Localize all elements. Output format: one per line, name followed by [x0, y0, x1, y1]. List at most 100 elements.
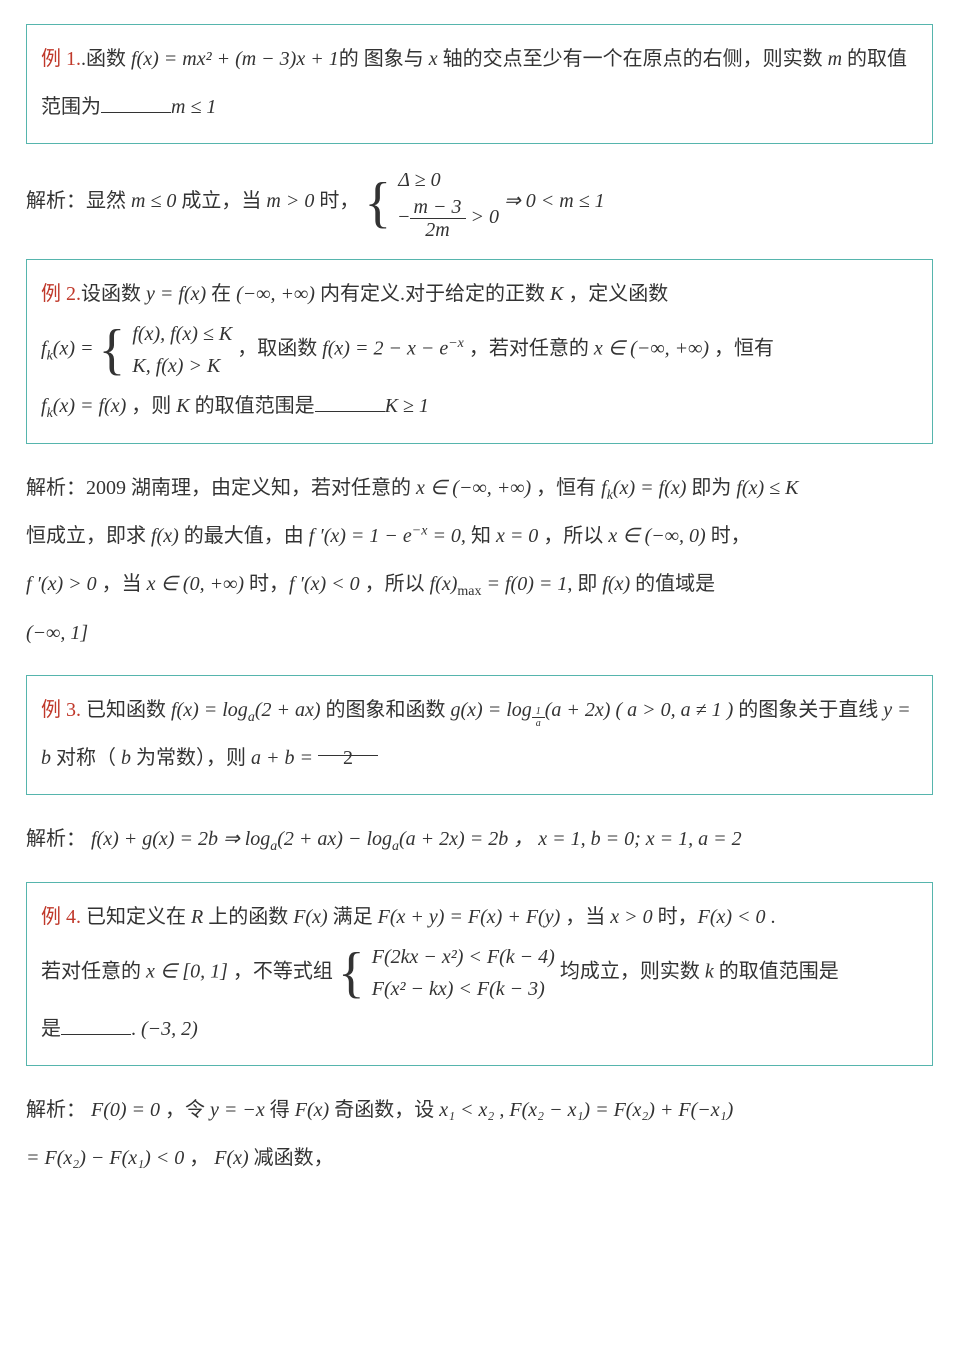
s2-l3k: 的值域是	[630, 573, 715, 595]
s2-l3f: ，所以	[360, 573, 430, 595]
ex4-x0: x > 0	[610, 906, 652, 928]
ex2-p3post: 的取值范围是	[190, 395, 315, 417]
example-3-box: 例 3. 已知函数 f(x) = loga(2 + ax) 的图象和函数 g(x…	[26, 675, 933, 796]
ex2-p1post: 内有定义.对于给定的正数	[315, 283, 550, 305]
s2-l2g: x = 0	[496, 525, 538, 547]
s2-l3b: ，当	[97, 573, 147, 595]
brace-icon: {	[364, 175, 391, 231]
ex2-p3mid: ，则	[126, 395, 176, 417]
ex3-post1: 的图象关于直线	[733, 699, 883, 721]
ex4-Fx: F(x)	[293, 906, 327, 928]
ex2-p1mid: 在	[206, 283, 236, 305]
ex3-gxnum: 1	[532, 706, 545, 717]
sol1-cases-body: Δ ≥ 0 −m − 32m > 0	[398, 164, 499, 241]
s2-l2d: f ′(x) = 1 − e	[309, 525, 412, 547]
ex4-p2a: 若对任意的	[41, 961, 146, 983]
sol1-c0: m ≤ 0	[131, 190, 176, 212]
ex4-line2: 若对任意的 x ∈ [0, 1] ，不等式组 { F(2kx − x²) < F…	[41, 941, 918, 1005]
s4-f: 奇函数，设	[329, 1099, 439, 1121]
ex4-p1c: 满足	[328, 906, 378, 928]
solution-3: 解析： f(x) + g(x) = 2b ⇒ loga(2 + ax) − lo…	[26, 815, 933, 864]
ex4-k: k	[705, 961, 714, 983]
ex3-fx: f(x) = log	[171, 699, 248, 721]
ex4-eq: F(x + y) = F(x) + F(y)	[378, 906, 561, 928]
s2-l1f: 即为	[686, 477, 736, 499]
ex4-answer: (−3, 2)	[136, 1018, 198, 1040]
ex4-cases: { F(2kx − x²) < F(k − 4) F(x² − kx) < F(…	[338, 941, 555, 1005]
sol1-c1: m > 0	[266, 190, 314, 212]
s2-l2h: ，所以	[538, 525, 608, 547]
s2-l1c: ，恒有	[531, 477, 601, 499]
ex2-line3: fk(x) = f(x) ，则 K 的取值范围是K ≥ 1	[41, 382, 918, 431]
ex2-line2: fk(x) = { f(x), f(x) ≤ K K, f(x) > K ，取函…	[41, 318, 918, 382]
ex4-p2c: 均成立，则实数	[555, 961, 705, 983]
ex4-R: R	[191, 906, 203, 928]
s2-l2dexp: −x	[412, 524, 428, 539]
ex2-c2: K, f(x) > K	[132, 350, 232, 382]
ex1-fx: f(x) = mx² + (m − 3)x + 1	[131, 48, 339, 70]
ex3-b: b	[121, 747, 131, 769]
s2-l2f: 知	[466, 525, 496, 547]
s3-eq1: f(x) + g(x) = 2b ⇒ log	[91, 828, 270, 850]
ex4-c2: F(x² − kx) < F(k − 3)	[372, 973, 555, 1005]
ex2-p2post: ，若对任意的	[464, 338, 594, 360]
sol1-t1: 成立，当	[176, 190, 266, 212]
ex2-dom2: x ∈ (−∞, +∞)	[594, 338, 709, 360]
ex2-line1: 例 2.设函数 y = f(x) 在 (−∞, +∞) 内有定义.对于给定的正数…	[41, 270, 918, 318]
s4-k: 减函数，	[249, 1147, 334, 1169]
ex1-post1: 轴的交点至少有一个在原点的右侧，则实数	[438, 48, 828, 70]
s3-sub2: a	[392, 839, 399, 854]
ex3-gx: g(x) = log	[451, 699, 532, 721]
s2-l3e: f ′(x) < 0	[289, 573, 360, 595]
sol1-rhs: > 0	[466, 206, 500, 228]
ex4-p2b: ，不等式组	[228, 961, 338, 983]
ex3-gxsub: 1a	[532, 710, 545, 725]
ex1-mid: 的 图象与	[339, 48, 429, 70]
s2-l3h: = f(0) = 1,	[482, 573, 573, 595]
ex4-line3: 是. (−3, 2)	[41, 1005, 918, 1053]
s2-l2c: 的最大值，由	[179, 525, 309, 547]
ex1-blank	[101, 91, 171, 113]
example-2-label: 例 2.	[41, 283, 81, 305]
sol1-t2: 时，	[314, 190, 359, 212]
ex4-line1: 例 4. 已知定义在 R 上的函数 F(x) 满足 F(x + y) = F(x…	[41, 893, 918, 941]
ex2-c1: f(x), f(x) ≤ K	[132, 318, 232, 350]
solution-1: 解析：显然 m ≤ 0 成立，当 m > 0 时， { Δ ≥ 0 −m − 3…	[26, 164, 933, 241]
ex2-p3K: K	[176, 395, 189, 417]
ex2-fk-arg: (x) =	[53, 338, 99, 360]
ex2-fxeq: f(x) = 2 − x − e	[322, 338, 448, 360]
ex4-c1: F(2kx − x²) < F(k − 4)	[372, 941, 555, 973]
s2-l1b: x ∈ (−∞, +∞)	[416, 477, 531, 499]
ex3-post2: 对称（	[51, 747, 121, 769]
s2-l3a: f ′(x) > 0	[26, 573, 97, 595]
solution-4: 解析： F(0) = 0 ，令 y = −x 得 F(x) 奇函数，设 x₁ <…	[26, 1086, 933, 1182]
sol1-case-top: Δ ≥ 0	[398, 164, 499, 196]
ex1-pre: .函数	[81, 48, 131, 70]
sol1-cases: { Δ ≥ 0 −m − 32m > 0	[364, 164, 499, 241]
ex2-exp: −x	[448, 336, 464, 351]
s2-l3i: 即	[572, 573, 602, 595]
sol1-case-bot: −m − 32m > 0	[398, 196, 499, 241]
s2-l2i: x ∈ (−∞, 0)	[608, 525, 705, 547]
ex4-p1f: .	[766, 906, 776, 928]
s2-l3d: 时，	[244, 573, 289, 595]
s4-c: y = −x	[210, 1099, 265, 1121]
ex3-sum: a + b =	[251, 747, 318, 769]
s3-eq1b: (a + 2x) = 2b	[399, 828, 508, 850]
ex3-fxarg: (2 + ax)	[255, 699, 321, 721]
s2-l1g: f(x) ≤ K	[736, 477, 798, 499]
s4-e: F(x)	[295, 1099, 329, 1121]
example-1-label: 例 1.	[41, 48, 81, 70]
ex3-pre: 已知函数	[81, 699, 171, 721]
ex2-p1pre: 设函数	[81, 283, 146, 305]
ex1-answer: m ≤ 1	[171, 96, 216, 118]
s3-eq1a: (2 + ax) − log	[277, 828, 392, 850]
example-2-box: 例 2.设函数 y = f(x) 在 (−∞, +∞) 内有定义.对于给定的正数…	[26, 259, 933, 444]
ex2-K: K	[550, 283, 563, 305]
s2-l2e: = 0,	[427, 525, 466, 547]
ex3-mid1: 的图象和函数	[321, 699, 451, 721]
s2-l3g: f(x)	[430, 573, 458, 595]
ex4-Fxlt0: F(x) < 0	[698, 906, 766, 928]
sol1-num: m − 3	[410, 196, 466, 218]
ex4-blank	[61, 1013, 131, 1035]
